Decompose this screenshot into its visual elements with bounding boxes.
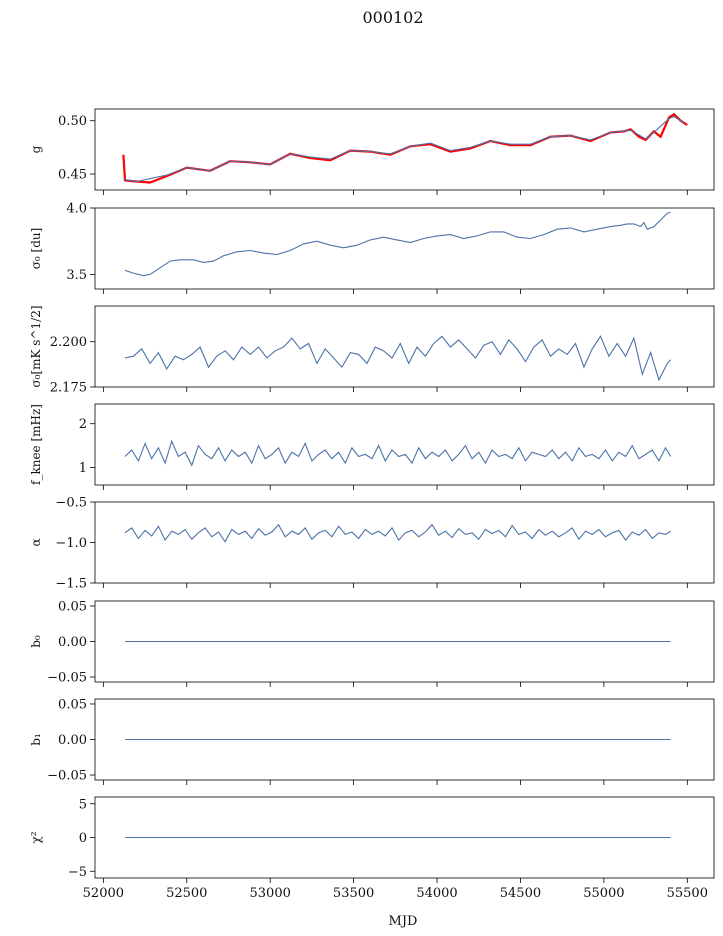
panel-8: −5 0 5 52000 52500 53000 53500 54000 54500 55000 5… bbox=[29, 796, 715, 901]
panel-3: 2.175 2.200 σ₀[mK s^1/2] bbox=[29, 305, 715, 396]
y-tick-label: 2.200 bbox=[50, 335, 87, 350]
panel-1: 0.45 0.50 g bbox=[29, 108, 715, 195]
y-tick-label: 0.05 bbox=[58, 697, 87, 712]
y-tick-label: 4.0 bbox=[66, 202, 87, 217]
y-tick-label: 0.50 bbox=[58, 114, 87, 129]
y-tick-label: −1.0 bbox=[55, 536, 87, 551]
series-line-1 bbox=[124, 523, 671, 543]
x-axis-label: MJD bbox=[389, 914, 418, 929]
y-axis-label: g bbox=[29, 145, 43, 153]
x-tick-label: 54000 bbox=[416, 886, 457, 901]
y-tick-label: 2.175 bbox=[50, 381, 87, 396]
figure-title: 000102 bbox=[362, 8, 423, 27]
x-tick-label: 53500 bbox=[333, 886, 374, 901]
panel-7: −0.05 0.00 0.05 b₁ bbox=[29, 697, 715, 785]
series-line-1 bbox=[124, 335, 672, 382]
y-axis-label: χ² bbox=[29, 831, 43, 843]
y-tick-label: −0.05 bbox=[47, 769, 87, 784]
y-tick-label: 2 bbox=[79, 417, 87, 432]
panel-4: 1 2 f_knee [mHz] bbox=[29, 403, 715, 490]
y-axis-label: f_knee [mHz] bbox=[29, 404, 43, 485]
y-tick-label: 0.00 bbox=[58, 733, 87, 748]
y-tick-label: 0.45 bbox=[58, 168, 87, 183]
y-tick-label: −0.05 bbox=[47, 671, 87, 686]
x-tick-label: 52000 bbox=[83, 886, 124, 901]
y-tick-label: 5 bbox=[79, 797, 87, 812]
y-tick-label: 3.5 bbox=[66, 268, 87, 283]
series-line-2 bbox=[123, 115, 685, 183]
axes-frame bbox=[94, 305, 715, 388]
x-tick-label: 55000 bbox=[583, 886, 624, 901]
y-tick-label: 0.00 bbox=[58, 635, 87, 650]
y-axis-label: σ₀ [du] bbox=[29, 228, 43, 270]
x-tick-label: 55500 bbox=[667, 886, 708, 901]
y-axis-label: b₀ bbox=[29, 635, 43, 648]
series-line-1 bbox=[124, 439, 672, 467]
panel-5: −1.5 −1.0 −0.5 α bbox=[29, 496, 715, 592]
x-tick-label: 54500 bbox=[500, 886, 541, 901]
panel-2: 3.5 4.0 σ₀ [du] bbox=[29, 202, 715, 294]
y-axis-label: b₁ bbox=[29, 733, 43, 746]
panel-6: −0.05 0.00 0.05 b₀ bbox=[29, 599, 715, 687]
axes-frame bbox=[94, 108, 715, 191]
series-line-1 bbox=[124, 211, 671, 277]
y-tick-label: 0 bbox=[79, 831, 87, 846]
axes-frame bbox=[94, 501, 715, 584]
axes-frame bbox=[94, 207, 715, 290]
axes-frame bbox=[94, 403, 715, 486]
x-tick-label: 52500 bbox=[166, 886, 207, 901]
panels: 0.45 0.50 g 3.5 4.0 σ₀ [du] 2.175 2.200 σ₀[mK s^… bbox=[29, 108, 715, 901]
y-tick-label: −5 bbox=[68, 865, 87, 880]
y-axis-label: α bbox=[29, 538, 43, 546]
y-axis-label: σ₀[mK s^1/2] bbox=[29, 305, 43, 387]
y-tick-label: 1 bbox=[79, 461, 87, 476]
y-tick-label: −1.5 bbox=[55, 577, 87, 592]
y-tick-label: 0.05 bbox=[58, 599, 87, 614]
x-tick-label: 53000 bbox=[250, 886, 291, 901]
y-tick-label: −0.5 bbox=[55, 496, 87, 511]
